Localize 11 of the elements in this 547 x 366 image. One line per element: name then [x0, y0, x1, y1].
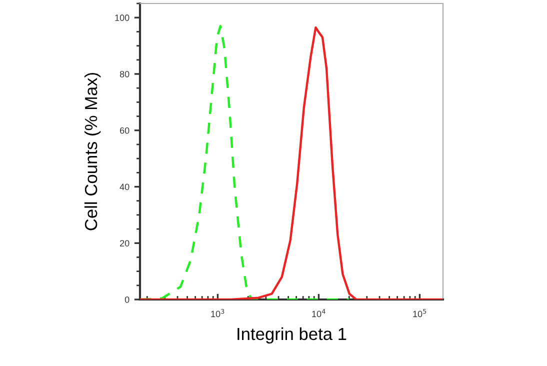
y-tick-label: 60 — [120, 127, 130, 134]
x-axis-title: Integrin beta 1 — [238, 327, 346, 344]
x-tick-label: 10$^{3}$ — [211, 308, 224, 318]
y-tick-label: 80 — [120, 70, 130, 78]
y-tick-label: 40 — [120, 184, 130, 190]
y-tick-label: 0 — [124, 296, 130, 303]
x-tick-label: 10$^{5}$ — [413, 309, 426, 318]
y-tick-label: 100 — [115, 14, 130, 21]
y-axis-title: Cell Counts (% Max) — [84, 72, 101, 230]
x-tick-label: 10$^{4}$ — [312, 309, 326, 318]
y-tick-label: 20 — [120, 240, 130, 246]
